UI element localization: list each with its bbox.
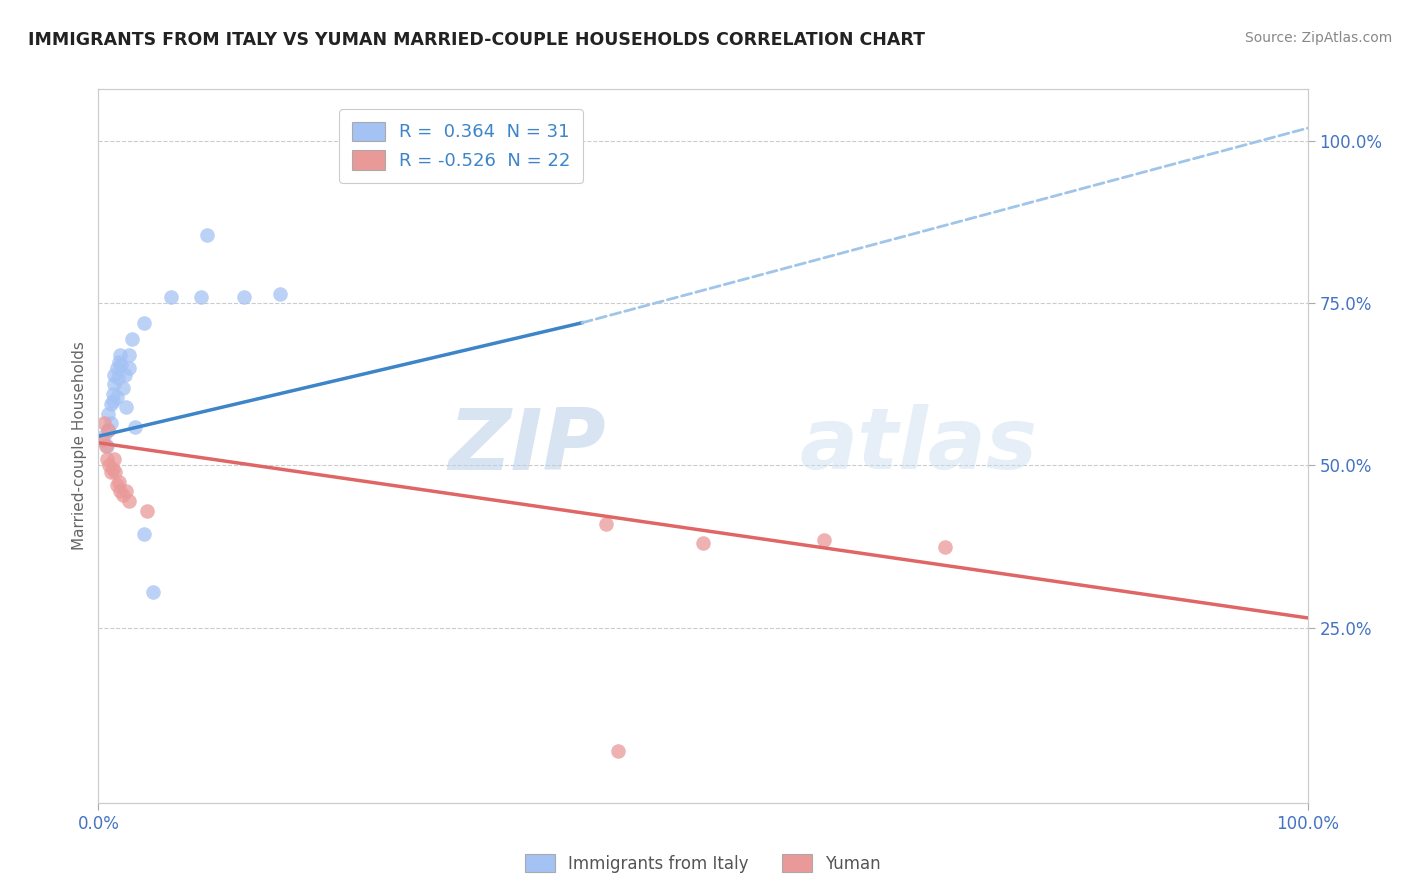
Point	[111, 381, 134, 395]
Point	[107, 371, 129, 385]
Point	[101, 461, 124, 475]
Point	[100, 465, 122, 479]
Point	[104, 465, 127, 479]
Point	[103, 368, 125, 382]
Point	[93, 417, 115, 431]
Point	[934, 540, 956, 554]
Text: ZIP: ZIP	[449, 404, 606, 488]
Point	[160, 290, 183, 304]
Point	[121, 332, 143, 346]
Point	[97, 423, 120, 437]
Point	[108, 348, 131, 362]
Point	[91, 433, 114, 447]
Point	[115, 400, 138, 414]
Text: IMMIGRANTS FROM ITALY VS YUMAN MARRIED-COUPLE HOUSEHOLDS CORRELATION CHART: IMMIGRANTS FROM ITALY VS YUMAN MARRIED-C…	[28, 31, 925, 49]
Legend: R =  0.364  N = 31, R = -0.526  N = 22: R = 0.364 N = 31, R = -0.526 N = 22	[339, 109, 583, 183]
Point	[108, 484, 131, 499]
Point	[101, 387, 124, 401]
Text: Source: ZipAtlas.com: Source: ZipAtlas.com	[1244, 31, 1392, 45]
Point	[105, 478, 128, 492]
Point	[94, 439, 117, 453]
Legend: Immigrants from Italy, Yuman: Immigrants from Italy, Yuman	[519, 847, 887, 880]
Point	[108, 354, 131, 368]
Point	[96, 452, 118, 467]
Point	[114, 368, 136, 382]
Point	[692, 536, 714, 550]
Point	[110, 358, 132, 372]
Text: atlas: atlas	[800, 404, 1038, 488]
Point	[105, 361, 128, 376]
Y-axis label: Married-couple Households: Married-couple Households	[72, 342, 87, 550]
Point	[101, 393, 124, 408]
Point	[103, 452, 125, 467]
Point	[108, 475, 131, 489]
Point	[118, 494, 141, 508]
Point	[96, 439, 118, 453]
Point	[115, 484, 138, 499]
Point	[93, 429, 115, 443]
Point	[111, 488, 134, 502]
Point	[124, 419, 146, 434]
Point	[595, 516, 617, 531]
Point	[190, 290, 212, 304]
Point	[100, 417, 122, 431]
Point	[135, 504, 157, 518]
Point	[103, 377, 125, 392]
Point	[134, 316, 156, 330]
Point	[97, 407, 120, 421]
Point	[813, 533, 835, 547]
Point	[134, 526, 156, 541]
Point	[98, 458, 121, 473]
Point	[100, 397, 122, 411]
Point	[142, 585, 165, 599]
Point	[118, 361, 141, 376]
Point	[105, 390, 128, 404]
Point	[607, 744, 630, 758]
Point	[97, 423, 120, 437]
Point	[118, 348, 141, 362]
Point	[195, 228, 218, 243]
Point	[232, 290, 254, 304]
Point	[269, 286, 291, 301]
